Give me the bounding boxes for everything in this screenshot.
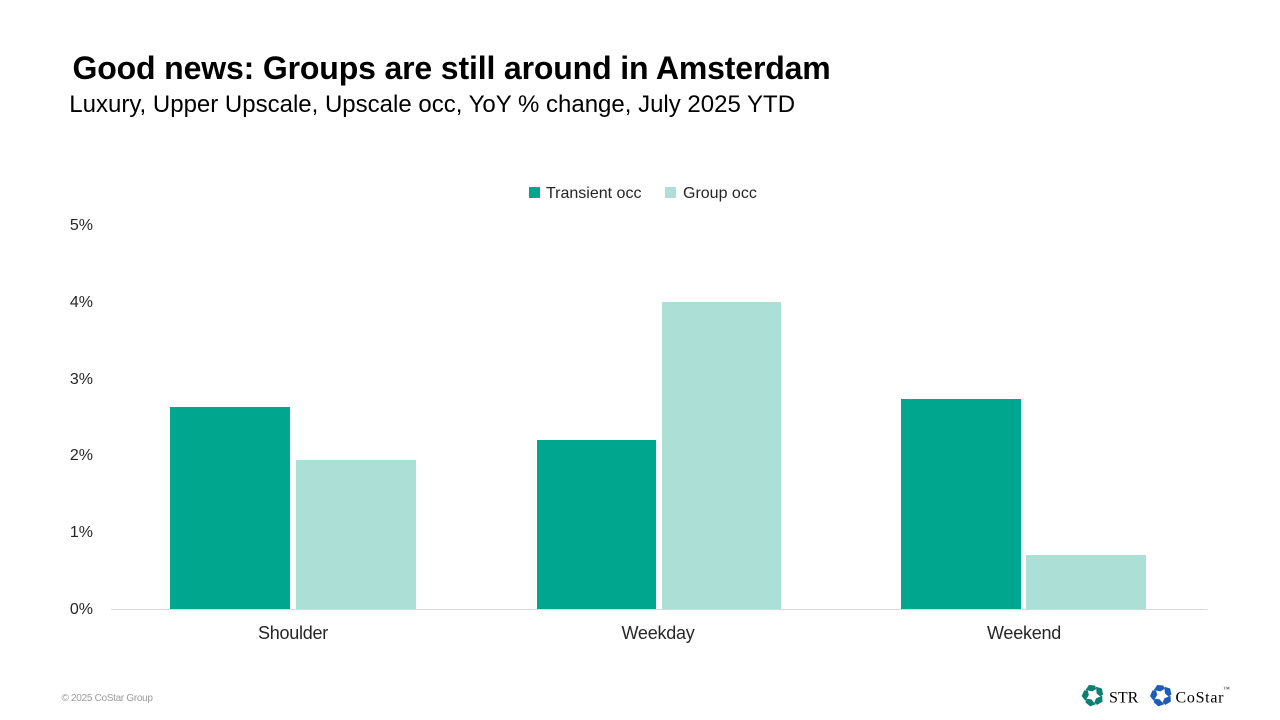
svg-text:™: ™ — [1224, 686, 1231, 693]
svg-text:STR: STR — [1109, 689, 1139, 706]
svg-text:CoStar: CoStar — [1176, 689, 1225, 706]
